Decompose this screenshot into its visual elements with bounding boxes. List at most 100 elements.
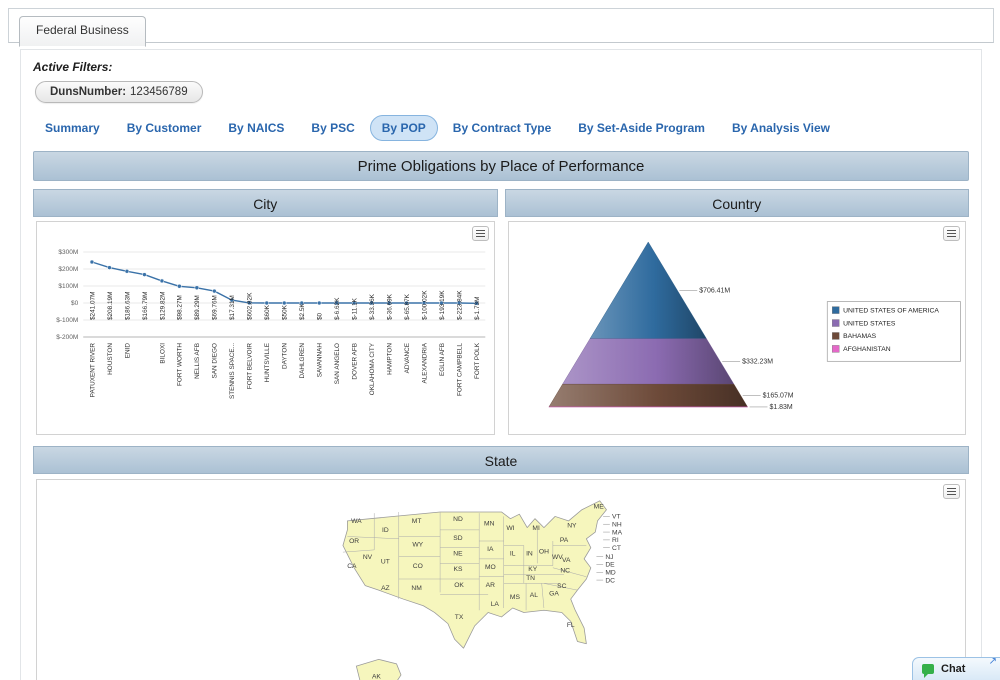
svg-text:VA: VA xyxy=(562,557,571,564)
svg-text:IN: IN xyxy=(526,551,533,558)
svg-text:$-100.02K: $-100.02K xyxy=(421,290,428,320)
state-map-svg[interactable]: WA OR CA NV ID UT AZ MT WY CO NM ND SD NE KS OK TX MN IA MO… xyxy=(334,496,669,680)
chat-icon xyxy=(922,664,934,678)
svg-text:IL: IL xyxy=(509,551,515,558)
svg-text:HAMPTON: HAMPTON xyxy=(386,343,393,375)
chat-button[interactable]: Chat ↗ xyxy=(912,657,1000,680)
svg-text:$300M: $300M xyxy=(58,249,78,256)
svg-text:HOUSTON: HOUSTON xyxy=(107,343,114,375)
svg-text:WI: WI xyxy=(506,525,514,532)
svg-text:DAYTON: DAYTON xyxy=(282,343,289,369)
svg-text:BILOXI: BILOXI xyxy=(159,343,166,364)
city-chart-svg[interactable]: $300M $200M $100M $0 $-100M $-200M $241.07M PAT… xyxy=(39,224,492,432)
svg-text:OK: OK xyxy=(454,582,464,589)
svg-text:AK: AK xyxy=(371,673,380,680)
svg-text:WV: WV xyxy=(551,554,562,561)
svg-text:SAVANNAH: SAVANNAH xyxy=(317,343,324,378)
nav-tab-by-psc[interactable]: By PSC xyxy=(311,121,355,135)
charts-row: City $300M $200M $100M $0 $-100M $-200M $241.0… xyxy=(33,189,969,435)
svg-text:$241.07M: $241.07M xyxy=(89,292,96,320)
chat-label: Chat xyxy=(941,663,966,675)
nav-tab-by-naics[interactable]: By NAICS xyxy=(228,121,285,135)
svg-text:KS: KS xyxy=(453,566,462,573)
svg-text:NJ: NJ xyxy=(605,554,613,561)
nav-tab-by-analysis-view[interactable]: By Analysis View xyxy=(731,121,831,135)
nav-tab-by-customer[interactable]: By Customer xyxy=(126,121,202,135)
svg-text:BAHAMAS: BAHAMAS xyxy=(843,333,877,340)
city-panel-header: City xyxy=(33,189,498,217)
svg-text:AFGHANISTAN: AFGHANISTAN xyxy=(843,346,891,353)
svg-text:TX: TX xyxy=(454,614,463,621)
svg-text:VT: VT xyxy=(612,514,621,521)
svg-text:$166.79M: $166.79M xyxy=(142,292,149,320)
active-filters-label: Active Filters: xyxy=(33,60,113,74)
country-panel: Country $706.41M $332.23M $165.07M $1.83M UN… xyxy=(504,189,969,435)
tab-federal-business[interactable]: Federal Business xyxy=(19,16,146,47)
svg-text:ID: ID xyxy=(382,527,389,534)
svg-text:PA: PA xyxy=(559,537,568,544)
filter-chip-value: 123456789 xyxy=(130,86,188,98)
svg-text:HUNTSVILLE: HUNTSVILLE xyxy=(264,343,271,382)
state-panel-header: State xyxy=(33,446,969,474)
svg-text:DOVER AFB: DOVER AFB xyxy=(351,343,358,380)
svg-text:ND: ND xyxy=(453,516,463,523)
nav-tab-by-contract-type[interactable]: By Contract Type xyxy=(452,121,552,135)
svg-text:$89.29M: $89.29M xyxy=(194,295,201,320)
svg-text:MO: MO xyxy=(484,564,495,571)
svg-text:$165.07M: $165.07M xyxy=(762,393,793,400)
country-chart-menu-icon[interactable] xyxy=(943,226,960,241)
svg-text:$706.41M: $706.41M xyxy=(699,287,730,294)
nav-tab-by-pop[interactable]: By POP xyxy=(369,115,438,141)
svg-text:FORT BELVOIR: FORT BELVOIR xyxy=(247,343,254,390)
state-chart-menu-icon[interactable] xyxy=(943,484,960,499)
svg-text:$-36.69K: $-36.69K xyxy=(386,293,393,320)
svg-text:MN: MN xyxy=(484,520,495,527)
svg-text:DAHLGREN: DAHLGREN xyxy=(299,343,306,379)
svg-text:NC: NC xyxy=(560,567,570,574)
svg-text:$0: $0 xyxy=(71,300,79,307)
content-area: Active Filters: DunsNumber: 123456789 Sum… xyxy=(8,43,994,680)
svg-text:CA: CA xyxy=(347,563,357,570)
svg-text:UNITED STATES OF AMERICA: UNITED STATES OF AMERICA xyxy=(843,307,939,314)
page-title: Prime Obligations by Place of Performanc… xyxy=(33,151,969,181)
svg-text:$0: $0 xyxy=(317,312,324,320)
svg-text:NE: NE xyxy=(453,551,463,558)
nav-tab-summary[interactable]: Summary xyxy=(45,121,100,135)
state-chart-container: WA OR CA NV ID UT AZ MT WY CO NM ND SD NE KS OK TX MN IA MO… xyxy=(36,479,966,680)
svg-text:KY: KY xyxy=(528,566,537,573)
svg-text:$98.27M: $98.27M xyxy=(177,295,184,320)
svg-text:SC: SC xyxy=(557,583,566,590)
filter-chip-name: DunsNumber: xyxy=(50,86,127,98)
svg-text:FL: FL xyxy=(566,622,574,629)
filter-chip-dunsnumber[interactable]: DunsNumber: 123456789 xyxy=(35,81,203,103)
svg-text:$332.23M: $332.23M xyxy=(742,359,773,366)
svg-text:NV: NV xyxy=(362,554,372,561)
svg-text:$100M: $100M xyxy=(58,283,78,290)
federal-business-app: Federal Business Active Filters: DunsNum… xyxy=(8,8,994,680)
svg-text:ENID: ENID xyxy=(124,343,131,359)
svg-text:$1.83M: $1.83M xyxy=(769,404,792,411)
svg-text:CO: CO xyxy=(412,563,422,570)
svg-text:NY: NY xyxy=(567,523,577,530)
svg-text:AZ: AZ xyxy=(381,585,390,592)
svg-text:ADVANCE: ADVANCE xyxy=(404,343,411,373)
content-panel: Active Filters: DunsNumber: 123456789 Sum… xyxy=(20,49,982,680)
svg-text:DC: DC xyxy=(605,577,615,584)
svg-text:$60K: $60K xyxy=(264,304,271,320)
svg-text:$-65.87K: $-65.87K xyxy=(404,293,411,320)
svg-text:$50K: $50K xyxy=(282,304,289,320)
country-chart-svg[interactable]: $706.41M $332.23M $165.07M $1.83M UNITED STA… xyxy=(511,224,964,432)
svg-text:UT: UT xyxy=(380,558,389,565)
svg-text:FORT POLK: FORT POLK xyxy=(474,342,481,379)
chat-popout-arrow-icon[interactable]: ↗ xyxy=(988,656,997,667)
svg-text:MT: MT xyxy=(411,518,421,525)
city-chart-menu-icon[interactable] xyxy=(471,226,489,241)
svg-text:$-11.1K: $-11.1K xyxy=(351,297,358,320)
svg-text:DE: DE xyxy=(605,562,615,569)
svg-text:$-1.73M: $-1.73M xyxy=(474,297,481,320)
svg-text:AR: AR xyxy=(485,582,494,589)
svg-text:NELLIS AFB: NELLIS AFB xyxy=(194,343,201,379)
nav-tab-by-set-aside-program[interactable]: By Set-Aside Program xyxy=(578,121,705,135)
svg-text:$-223.84K: $-223.84K xyxy=(456,290,463,320)
